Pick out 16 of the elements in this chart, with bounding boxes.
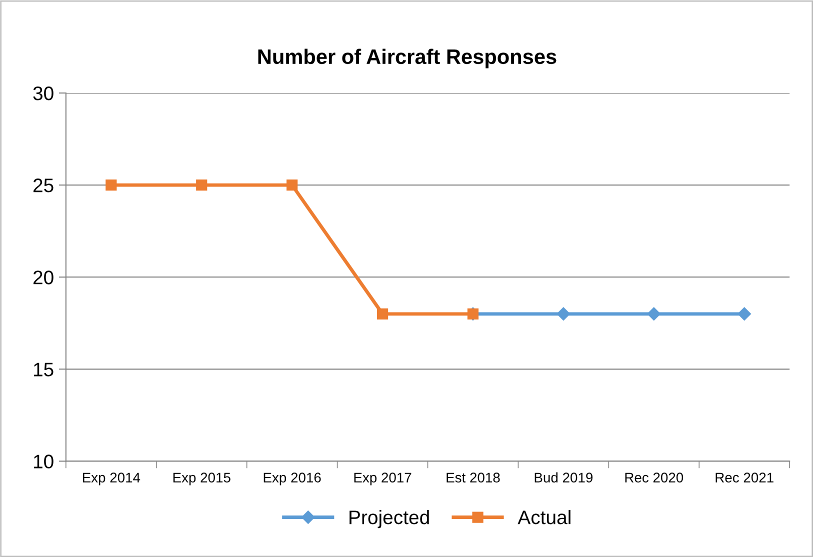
x-tick-label: Exp 2017 (354, 472, 412, 486)
x-tick-label: Rec 2021 (716, 472, 774, 483)
legend-label: Actual (518, 510, 570, 524)
y-tick-label: 10 (34, 454, 54, 468)
y-tick-label: 30 (33, 86, 54, 100)
x-tick-label: Bud 2019 (534, 472, 593, 483)
chart-title: Number of Aircraft Responses (258, 48, 556, 68)
x-tick-label: Est 2018 (446, 472, 500, 483)
y-tick-label: 25 (33, 178, 54, 192)
x-tick-label: Exp 2014 (82, 472, 140, 486)
y-tick-label: 15 (34, 362, 54, 376)
x-tick-label: Rec 2020 (625, 472, 684, 483)
x-tick-label: Exp 2015 (173, 472, 230, 486)
y-tick-label: 20 (33, 270, 54, 284)
x-tick-label: Exp 2016 (264, 472, 321, 486)
legend-label: Projected (350, 510, 429, 528)
